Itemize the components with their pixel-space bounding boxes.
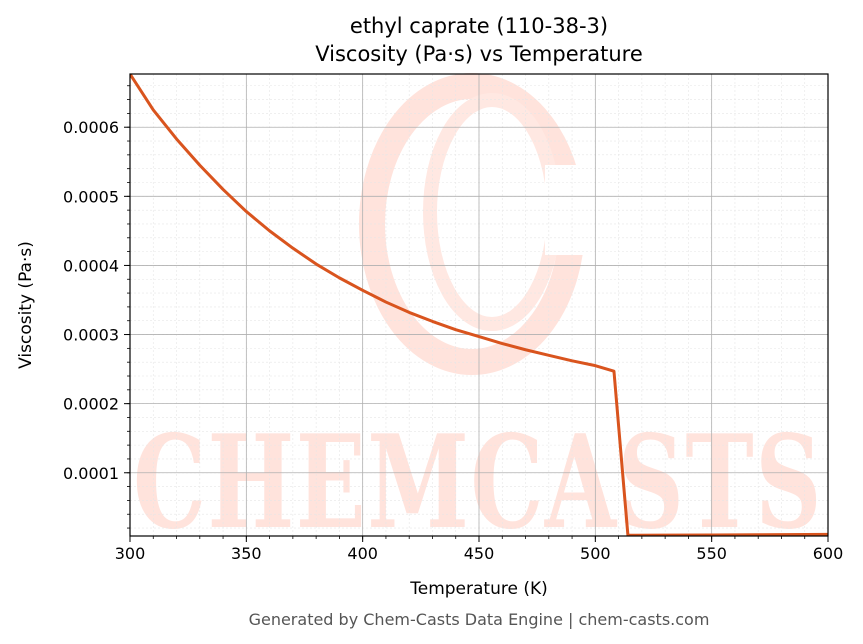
x-tick-label: 450 — [464, 544, 495, 563]
y-axis-label: Viscosity (Pa·s) — [16, 241, 36, 369]
y-tick-label: 0.0001 — [63, 464, 119, 483]
chart-subtitle: Viscosity (Pa·s) vs Temperature — [315, 42, 643, 66]
x-tick-label: 300 — [115, 544, 146, 563]
y-tick-label: 0.0003 — [63, 326, 119, 345]
x-tick-label: 400 — [347, 544, 378, 563]
x-tick-label: 500 — [580, 544, 611, 563]
x-axis-label: Temperature (K) — [409, 579, 548, 599]
x-tick-label: 550 — [696, 544, 727, 563]
y-tick-label: 0.0006 — [63, 118, 119, 137]
x-axis: 300 350 400 450 500 550 600 — [115, 536, 844, 563]
x-tick-label: 600 — [813, 544, 844, 563]
major-grid — [129, 74, 829, 536]
series-line-viscosity — [130, 74, 828, 536]
watermark: CHEMCASTS — [133, 73, 823, 558]
y-axis: 0.0001 0.0002 0.0003 0.0004 0.0005 0.0006 — [63, 85, 130, 529]
x-tick-label: 350 — [231, 544, 262, 563]
y-tick-label: 0.0004 — [63, 256, 119, 275]
y-tick-label: 0.0005 — [63, 187, 119, 206]
watermark-text: CHEMCASTS — [133, 408, 823, 558]
series-layer — [130, 74, 828, 536]
y-tick-label: 0.0002 — [63, 395, 119, 414]
chart-title: ethyl caprate (110-38-3) — [350, 14, 608, 38]
footer-credit: Generated by Chem-Casts Data Engine | ch… — [249, 610, 710, 629]
